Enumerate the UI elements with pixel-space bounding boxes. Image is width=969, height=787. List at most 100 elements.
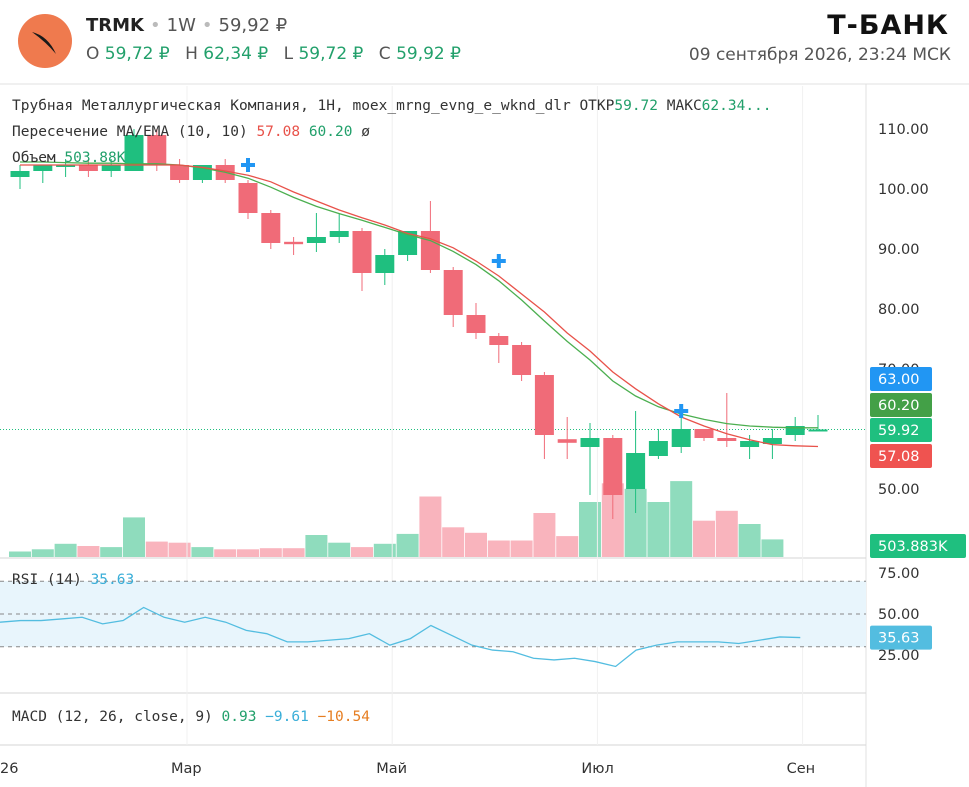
- legend-ma-value: 57.08: [256, 124, 301, 140]
- separator-dot: •: [150, 15, 161, 36]
- ticker-symbol[interactable]: TRMK: [86, 15, 144, 36]
- rsi-tick-label: 25.00: [878, 648, 920, 664]
- last-price-badge-bg: [870, 418, 932, 442]
- ohlc-low-label: L: [283, 44, 294, 64]
- ohlc-close-label: C: [378, 44, 391, 64]
- candle-body: [466, 315, 486, 333]
- candle-body: [534, 375, 554, 435]
- ohlc-open-value: 59,72 ₽: [104, 44, 170, 64]
- price-tick-label: 50.00: [878, 482, 920, 498]
- volume-bar: [715, 510, 738, 557]
- legend-high-label: МАКС: [666, 98, 702, 114]
- candle-body: [124, 135, 144, 171]
- candle-body: [33, 165, 53, 171]
- volume-bar: [237, 549, 259, 557]
- legend-high-value: 62.34...: [701, 98, 772, 114]
- volume-bar: [693, 520, 715, 557]
- ma-lines: [20, 161, 819, 448]
- candle-body: [512, 345, 532, 375]
- volume-bar: [31, 549, 54, 557]
- legend-macd-row[interactable]: MACD (12, 26, close, 9) 0.93 −9.61 −10.5…: [12, 709, 370, 725]
- time-axis-label: 26: [0, 761, 18, 777]
- brand-logo: Т-БАНК: [827, 10, 949, 41]
- candle-body: [671, 429, 691, 447]
- last-price: 59,92 ₽: [218, 15, 288, 36]
- price-tick-label: 90.00: [878, 242, 920, 258]
- datetime: 09 сентября 2026, 23:24 МСК: [688, 45, 951, 65]
- volume-bar: [533, 513, 556, 557]
- rsi-tick-label: 75.00: [878, 566, 920, 582]
- candle-body: [648, 441, 668, 456]
- volume-bar: [145, 541, 168, 557]
- rsi-line: [0, 606, 801, 668]
- candle-body: [78, 165, 98, 171]
- ohlc-high-label: H: [185, 44, 198, 64]
- legend-title-row: Трубная Металлургическая Компания, 1H, m…: [12, 98, 772, 114]
- volume-bar: [556, 536, 579, 557]
- legend-ma-row[interactable]: Пересечение MA/EMA (10, 10) 57.08 60.20 …: [12, 124, 370, 140]
- candle-body: [443, 270, 463, 315]
- ma-price-badge-bg: [870, 444, 932, 468]
- ohlc-high-value: 62,34 ₽: [203, 44, 269, 64]
- rsi-badge: 35.63: [878, 631, 920, 647]
- ma-price-badge: 57.08: [878, 449, 920, 465]
- volume-bar: [510, 540, 533, 557]
- volume-bars: [9, 481, 784, 557]
- rsi-badge-bg: [870, 625, 932, 650]
- company-logo: [18, 14, 72, 68]
- cross-price-badge: 63.00: [878, 372, 920, 388]
- candle-body: [170, 165, 190, 180]
- legend-macd-value-3: −10.54: [317, 709, 370, 725]
- ohlc-close-value: 59,92 ₽: [396, 44, 461, 64]
- candle-body: [284, 241, 304, 245]
- rsi-tick-label: 50.00: [878, 607, 920, 623]
- legend-title: Трубная Металлургическая Компания, 1H, m…: [12, 98, 571, 114]
- candle-body: [717, 438, 737, 441]
- candle-body: [238, 183, 258, 213]
- chart-frame: [0, 83, 969, 787]
- legend-rsi-label: RSI (14): [12, 572, 82, 588]
- candle-body: [762, 438, 782, 444]
- volume-bar: [100, 547, 123, 557]
- candle-body: [580, 438, 600, 447]
- volume-bar: [54, 543, 77, 557]
- cross-markers: [241, 158, 689, 418]
- volume-badge-bg: [870, 534, 966, 558]
- legend-macd-label: MACD (12, 26, close, 9): [12, 709, 213, 725]
- volume-bar: [351, 547, 373, 557]
- header: TRMK • 1W • 59,92 ₽ O 59,72 ₽ H 62,34 ₽ L 59…: [0, 0, 969, 84]
- price-tick-label: 110.00: [878, 122, 929, 138]
- header-line-1: TRMK • 1W • 59,92 ₽: [86, 15, 287, 36]
- cross-marker: [241, 158, 255, 172]
- separator-dot: •: [201, 15, 213, 36]
- candle-body: [101, 165, 121, 171]
- ema-line: [20, 161, 818, 429]
- price-badges: 63.00 60.20 59.92 57.08 503.883K 35.63: [870, 367, 966, 650]
- candle-body: [261, 213, 281, 243]
- volume-bar: [328, 542, 351, 557]
- volume-bar: [123, 517, 145, 557]
- volume-bar: [282, 548, 305, 557]
- volume-bar: [214, 549, 237, 557]
- legend-volume-row[interactable]: Объем 503.88K: [12, 150, 126, 166]
- legend-ema-value: 60.20: [308, 124, 353, 140]
- candle-body: [694, 429, 714, 438]
- candle-body: [375, 255, 395, 273]
- volume-bar: [168, 542, 191, 557]
- rsi-pane: [0, 580, 866, 668]
- ohlc-low-value: 59,72 ₽: [298, 44, 364, 64]
- volume-bar: [647, 502, 670, 557]
- time-axis-label: Сен: [787, 761, 816, 777]
- volume-bar: [738, 524, 761, 557]
- candle-body: [398, 231, 418, 255]
- legend-rsi-value: 35.63: [90, 572, 135, 588]
- volume-bar: [396, 533, 419, 557]
- legend-rsi-row[interactable]: RSI (14) 35.63: [12, 572, 134, 588]
- volume-bar: [9, 551, 31, 557]
- candle-body: [56, 165, 76, 167]
- candle-body: [489, 336, 509, 345]
- volume-bar: [624, 488, 647, 557]
- cross-marker: [491, 254, 506, 268]
- interval[interactable]: 1W: [166, 15, 196, 36]
